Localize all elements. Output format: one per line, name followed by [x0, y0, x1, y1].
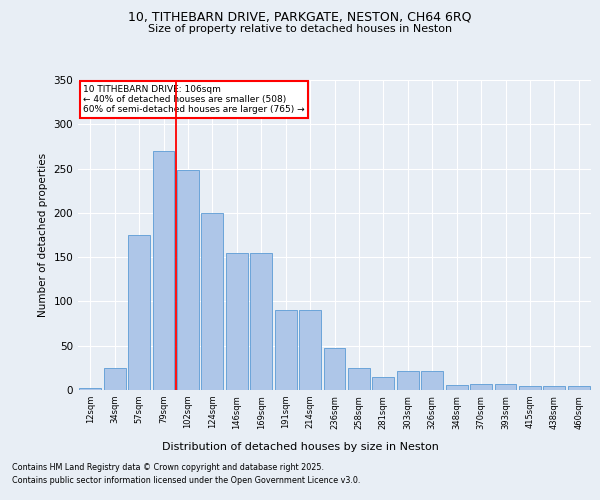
- Text: Contains HM Land Registry data © Crown copyright and database right 2025.: Contains HM Land Registry data © Crown c…: [12, 464, 324, 472]
- Bar: [544, 386, 565, 390]
- Bar: [446, 384, 467, 390]
- Bar: [348, 368, 370, 390]
- Bar: [226, 252, 248, 390]
- Text: 10 TITHEBARN DRIVE: 106sqm
← 40% of detached houses are smaller (508)
60% of sem: 10 TITHEBARN DRIVE: 106sqm ← 40% of deta…: [83, 84, 305, 114]
- Bar: [373, 376, 394, 390]
- Bar: [421, 370, 443, 390]
- Bar: [299, 310, 321, 390]
- Text: 10, TITHEBARN DRIVE, PARKGATE, NESTON, CH64 6RQ: 10, TITHEBARN DRIVE, PARKGATE, NESTON, C…: [128, 11, 472, 24]
- Bar: [250, 252, 272, 390]
- Bar: [323, 348, 346, 390]
- Bar: [568, 386, 590, 390]
- Text: Contains public sector information licensed under the Open Government Licence v3: Contains public sector information licen…: [12, 476, 361, 485]
- Bar: [152, 151, 175, 390]
- Bar: [470, 384, 492, 390]
- Bar: [275, 310, 296, 390]
- Bar: [494, 384, 517, 390]
- Y-axis label: Number of detached properties: Number of detached properties: [38, 153, 48, 317]
- Text: Distribution of detached houses by size in Neston: Distribution of detached houses by size …: [161, 442, 439, 452]
- Bar: [519, 386, 541, 390]
- Bar: [177, 170, 199, 390]
- Bar: [397, 370, 419, 390]
- Bar: [79, 388, 101, 390]
- Bar: [202, 213, 223, 390]
- Text: Size of property relative to detached houses in Neston: Size of property relative to detached ho…: [148, 24, 452, 34]
- Bar: [128, 235, 150, 390]
- Bar: [104, 368, 125, 390]
